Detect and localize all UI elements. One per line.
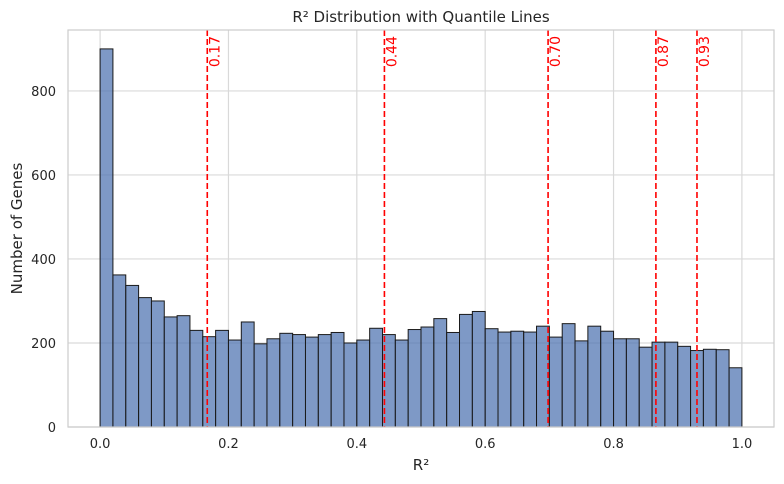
- histogram-bar: [99, 48, 114, 428]
- x-tick-label: 0.4: [346, 437, 367, 452]
- histogram-bar: [394, 339, 409, 428]
- histogram-bar: [702, 348, 717, 428]
- chart-title: R² Distribution with Quantile Lines: [292, 8, 550, 26]
- histogram-bar: [690, 350, 704, 428]
- quantile-label: 0.44: [384, 36, 400, 67]
- histogram-bar: [330, 331, 345, 428]
- quantile-label: 0.87: [656, 36, 672, 67]
- x-axis-ticks: 0.0 0.2 0.4 0.6 0.8 1.0: [90, 437, 753, 452]
- histogram-bar: [664, 341, 679, 428]
- histogram-bar: [407, 329, 422, 428]
- histogram-bar: [215, 329, 229, 428]
- histogram-bar: [420, 326, 435, 428]
- histogram-bar: [112, 274, 127, 428]
- histogram-bar: [548, 336, 563, 428]
- histogram-bar: [125, 284, 140, 428]
- y-tick-label: 200: [31, 337, 56, 352]
- histogram-bar: [510, 330, 525, 428]
- histogram-bar: [600, 330, 615, 428]
- histogram-bar: [202, 336, 217, 428]
- histogram-bar: [176, 315, 191, 428]
- x-tick-label: 0.6: [475, 437, 496, 452]
- histogram-bar: [677, 345, 692, 428]
- histogram-bar: [304, 336, 319, 428]
- histogram-bar: [253, 343, 268, 428]
- y-tick-label: 400: [31, 253, 56, 268]
- histogram-bar: [574, 340, 589, 428]
- histogram-bar: [625, 338, 640, 428]
- quantile-lines: 0.17 0.44 0.70 0.87 0.93: [206, 30, 713, 427]
- histogram-bar: [369, 327, 383, 428]
- histogram-bars: [99, 48, 743, 428]
- histogram-bar: [343, 342, 358, 428]
- histogram-bar: [484, 328, 499, 428]
- histogram-bar: [561, 323, 576, 428]
- quantile-label: 0.93: [697, 36, 713, 67]
- plot-frame: [67, 29, 775, 428]
- histogram-bar: [227, 339, 242, 428]
- histogram-bar: [266, 338, 281, 428]
- histogram-bar: [459, 313, 473, 428]
- histogram-bar: [240, 321, 255, 428]
- y-tick-label: 0: [48, 421, 56, 436]
- x-tick-label: 0.0: [90, 437, 111, 452]
- histogram-bar: [433, 318, 448, 428]
- x-tick-label: 0.2: [218, 437, 239, 452]
- histogram-bar: [279, 332, 294, 428]
- y-tick-label: 600: [31, 169, 56, 184]
- x-axis-label: R²: [413, 456, 429, 474]
- histogram-bar: [587, 325, 602, 428]
- histogram-bar: [638, 346, 653, 428]
- histogram-bar: [523, 331, 538, 428]
- histogram-bar: [189, 329, 204, 428]
- histogram-bar: [715, 349, 730, 428]
- histogram-bar: [317, 334, 332, 428]
- histogram-bar: [163, 316, 178, 428]
- histogram-bar: [728, 367, 743, 428]
- histogram-bar: [497, 331, 512, 428]
- histogram-bar: [292, 334, 306, 428]
- histogram-bar: [356, 339, 371, 428]
- y-axis-label: Number of Genes: [8, 162, 26, 294]
- histogram-bar: [651, 341, 666, 428]
- histogram-bar: [613, 338, 627, 428]
- histogram-bar: [150, 300, 165, 428]
- histogram-bar: [446, 331, 461, 428]
- quantile-label: 0.70: [548, 36, 564, 67]
- histogram-bar: [471, 310, 486, 428]
- x-tick-label: 1.0: [732, 437, 753, 452]
- y-tick-label: 800: [31, 85, 56, 100]
- histogram-bar: [138, 297, 152, 428]
- x-tick-label: 0.8: [603, 437, 624, 452]
- quantile-label: 0.17: [207, 36, 223, 67]
- y-axis-ticks: 0 200 400 600 800: [31, 85, 56, 436]
